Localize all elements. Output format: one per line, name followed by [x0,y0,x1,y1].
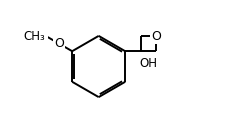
Text: O: O [54,37,64,50]
Text: CH₃: CH₃ [24,30,45,43]
Text: O: O [150,30,160,43]
Text: OH: OH [139,57,157,70]
